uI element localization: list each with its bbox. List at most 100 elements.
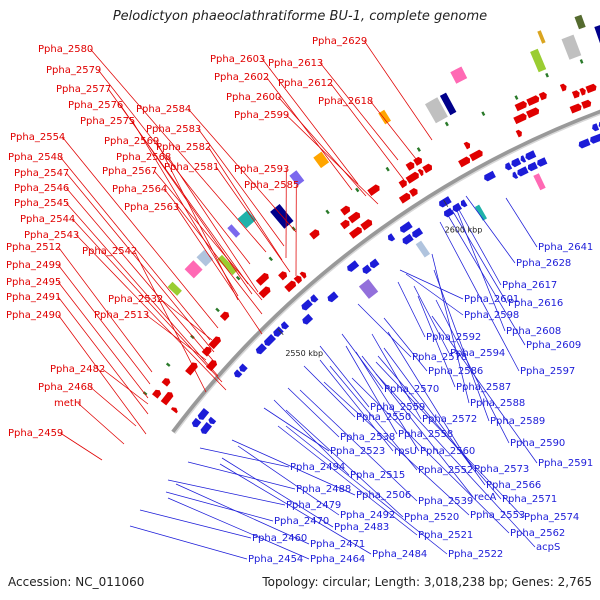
reverse-gene-label: Ppha_2598 <box>464 310 519 321</box>
reverse-gene-label: Ppha_2454 <box>248 554 303 565</box>
forward-gene-arrow <box>526 107 540 119</box>
leader-line <box>167 497 310 560</box>
reverse-gene-arrow <box>301 299 313 311</box>
leader-line <box>439 221 520 372</box>
forward-gene-label: Ppha_2581 <box>164 162 219 173</box>
forward-cog-block <box>227 224 241 238</box>
forward-gene-arrow <box>309 229 320 240</box>
forward-gene-arrow <box>585 83 597 94</box>
leader-line <box>377 355 502 500</box>
forward-gene-arrow <box>398 179 407 189</box>
tick-mark <box>514 95 519 100</box>
reverse-gene-arrow <box>452 202 462 213</box>
leader-line <box>371 333 422 420</box>
kbp-tick <box>277 328 284 335</box>
forward-gene-label: Ppha_2603 <box>210 54 265 65</box>
reverse-gene-label: Ppha_2558 <box>398 429 453 440</box>
reverse-gene-arrow <box>578 138 591 149</box>
leader-line <box>383 347 486 486</box>
kbp-label: 2600 kbp <box>445 225 483 234</box>
forward-gene-label: Ppha_2602 <box>214 72 269 83</box>
reverse-gene-label: Ppha_2566 <box>486 480 541 491</box>
kbp-tick <box>443 199 449 208</box>
forward-gene-arrow <box>161 378 171 387</box>
leader-line <box>383 317 428 372</box>
reverse-gene-label: Ppha_2553 <box>470 510 525 521</box>
leader-line <box>175 206 263 335</box>
forward-gene-arrow <box>571 90 580 99</box>
reverse-gene-label: Ppha_2559 <box>370 402 425 413</box>
reverse-gene-label: Ppha_2520 <box>404 512 459 523</box>
reverse-gene-label: Ppha_2538 <box>340 432 395 443</box>
forward-gene-arrow <box>569 103 582 114</box>
leader-line <box>207 146 283 261</box>
reverse-gene-arrow <box>200 422 212 434</box>
reverse-gene-label: Ppha_2550 <box>356 412 411 423</box>
leader-line <box>154 170 263 301</box>
forward-cog-block <box>313 151 330 169</box>
tick-mark <box>481 111 486 116</box>
genome-backbone <box>171 109 600 434</box>
forward-gene-label: Ppha_2575 <box>80 116 135 127</box>
tick-mark <box>165 362 171 367</box>
leader-line <box>215 166 291 273</box>
reverse-gene-arrow <box>444 207 454 218</box>
reverse-gene-arrow <box>255 343 267 355</box>
forward-gene-label: Ppha_2582 <box>156 142 211 153</box>
forward-gene-arrow <box>299 271 307 279</box>
leader-line <box>77 402 125 445</box>
reverse-gene-arrow <box>264 334 276 346</box>
leader-line <box>72 218 223 383</box>
leader-line <box>465 195 516 264</box>
forward-gene-arrow <box>538 91 547 101</box>
leader-lines <box>57 40 538 560</box>
kbp-label: 2550 kbp <box>285 349 323 358</box>
leader-line <box>167 156 259 293</box>
leader-line <box>351 377 510 534</box>
forward-gene-arrow <box>284 280 297 293</box>
forward-gene-arrow <box>515 129 522 138</box>
forward-gene-label: Ppha_2577 <box>56 84 111 95</box>
reverse-gene-arrow <box>347 260 360 272</box>
leader-line <box>375 361 524 518</box>
forward-gene-arrow <box>405 171 419 184</box>
forward-cog-block <box>439 92 457 116</box>
reverse-gene-label: Ppha_2484 <box>372 549 427 560</box>
leader-line <box>57 314 147 435</box>
forward-gene-arrow <box>278 271 288 281</box>
leader-line <box>285 409 404 518</box>
leader-line <box>445 211 526 346</box>
forward-gene-label: Ppha_2618 <box>318 96 373 107</box>
forward-gene-arrow <box>409 188 418 197</box>
reverse-gene-label: Ppha_2470 <box>274 516 329 527</box>
leader-line <box>197 128 285 247</box>
forward-gene-label: Ppha_2579 <box>46 65 101 76</box>
forward-gene-arrow <box>349 226 362 239</box>
forward-gene-label: Ppha_2584 <box>136 104 191 115</box>
leader-line <box>237 445 340 516</box>
forward-gene-arrow <box>340 219 350 230</box>
leader-line <box>457 207 502 286</box>
leader-line <box>266 76 353 191</box>
reverse-gene-arrow <box>233 369 243 378</box>
reverse-gene-arrow <box>362 264 372 274</box>
forward-gene-label: Ppha_2593 <box>234 164 289 175</box>
leader-line <box>188 108 297 233</box>
leader-line <box>287 387 340 438</box>
leader-line <box>90 48 267 253</box>
reverse-gene-label: Ppha_2479 <box>286 500 341 511</box>
leader-line <box>262 58 359 185</box>
forward-cog-block <box>594 25 600 44</box>
forward-gene-arrow <box>340 205 351 216</box>
reverse-gene-label: Ppha_2460 <box>252 533 307 544</box>
forward-gene-arrow <box>160 392 174 406</box>
leader-line <box>231 439 356 496</box>
forward-gene-arrow <box>422 163 432 174</box>
forward-cog-block <box>537 30 546 44</box>
reverse-gene-label: Ppha_2617 <box>502 280 557 291</box>
reverse-gene-label: Ppha_2573 <box>474 464 529 475</box>
forward-gene-label: metH <box>54 398 81 409</box>
leader-line <box>413 285 450 354</box>
forward-gene-label: Ppha_2564 <box>112 184 167 195</box>
reverse-gene-label: Ppha_2483 <box>334 522 389 533</box>
